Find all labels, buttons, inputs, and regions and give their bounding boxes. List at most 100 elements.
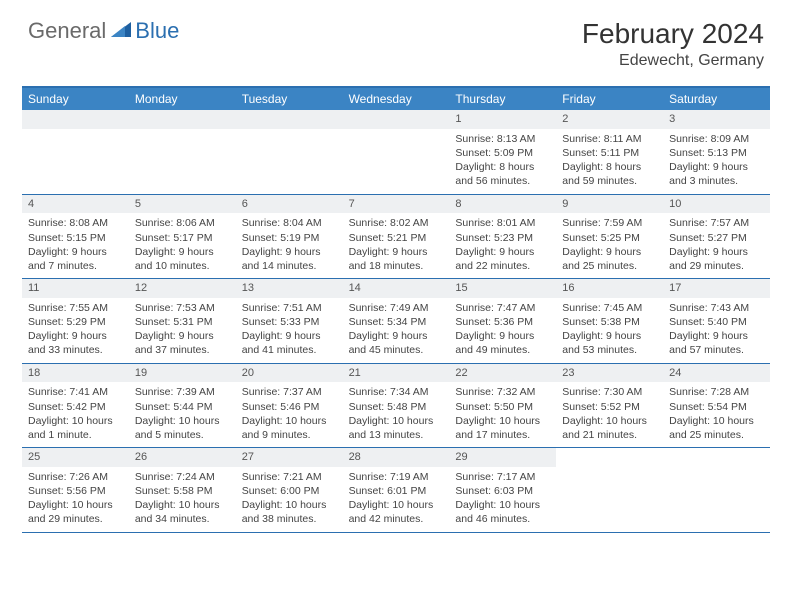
day-number: 26 [129, 448, 236, 467]
day-body: Sunrise: 7:49 AMSunset: 5:34 PMDaylight:… [343, 298, 450, 363]
day-cell: 9Sunrise: 7:59 AMSunset: 5:25 PMDaylight… [556, 195, 663, 279]
title-block: February 2024 Edewecht, Germany [582, 18, 764, 70]
sunrise-line: Sunrise: 7:28 AM [669, 385, 764, 399]
day-number: 20 [236, 364, 343, 383]
day-number: 9 [556, 195, 663, 214]
sunset-line: Sunset: 5:46 PM [242, 400, 337, 414]
sunset-line: Sunset: 5:34 PM [349, 315, 444, 329]
day-body: Sunrise: 7:32 AMSunset: 5:50 PMDaylight:… [449, 382, 556, 447]
daylight-line-2: and 49 minutes. [455, 343, 550, 357]
day-cell: 16Sunrise: 7:45 AMSunset: 5:38 PMDayligh… [556, 279, 663, 363]
day-body: Sunrise: 7:43 AMSunset: 5:40 PMDaylight:… [663, 298, 770, 363]
day-body: Sunrise: 7:28 AMSunset: 5:54 PMDaylight:… [663, 382, 770, 447]
daylight-line-2: and 5 minutes. [135, 428, 230, 442]
sunrise-line: Sunrise: 8:04 AM [242, 216, 337, 230]
dow-cell: Thursday [449, 88, 556, 110]
sunrise-line: Sunrise: 7:34 AM [349, 385, 444, 399]
sunset-line: Sunset: 6:00 PM [242, 484, 337, 498]
day-number: 8 [449, 195, 556, 214]
sunrise-line: Sunrise: 7:43 AM [669, 301, 764, 315]
sunset-line: Sunset: 5:40 PM [669, 315, 764, 329]
location: Edewecht, Germany [582, 52, 764, 70]
day-number: 6 [236, 195, 343, 214]
day-body: Sunrise: 7:21 AMSunset: 6:00 PMDaylight:… [236, 467, 343, 532]
dow-cell: Saturday [663, 88, 770, 110]
day-body: Sunrise: 7:41 AMSunset: 5:42 PMDaylight:… [22, 382, 129, 447]
day-cell: 1Sunrise: 8:13 AMSunset: 5:09 PMDaylight… [449, 110, 556, 194]
week-row: 4Sunrise: 8:08 AMSunset: 5:15 PMDaylight… [22, 195, 770, 280]
day-number: 16 [556, 279, 663, 298]
sunset-line: Sunset: 6:03 PM [455, 484, 550, 498]
day-cell: 12Sunrise: 7:53 AMSunset: 5:31 PMDayligh… [129, 279, 236, 363]
empty-day-bar [129, 110, 236, 129]
day-number: 23 [556, 364, 663, 383]
sunrise-line: Sunrise: 8:09 AM [669, 132, 764, 146]
sunrise-line: Sunrise: 7:53 AM [135, 301, 230, 315]
sunrise-line: Sunrise: 7:59 AM [562, 216, 657, 230]
sunrise-line: Sunrise: 8:01 AM [455, 216, 550, 230]
daylight-line-1: Daylight: 8 hours [562, 160, 657, 174]
day-number: 4 [22, 195, 129, 214]
week-row: 18Sunrise: 7:41 AMSunset: 5:42 PMDayligh… [22, 364, 770, 449]
sunset-line: Sunset: 5:17 PM [135, 231, 230, 245]
daylight-line-2: and 38 minutes. [242, 512, 337, 526]
daylight-line-1: Daylight: 9 hours [455, 329, 550, 343]
day-cell: 6Sunrise: 8:04 AMSunset: 5:19 PMDaylight… [236, 195, 343, 279]
day-number: 24 [663, 364, 770, 383]
daylight-line-2: and 59 minutes. [562, 174, 657, 188]
daylight-line-1: Daylight: 10 hours [135, 498, 230, 512]
empty-day-bar [236, 110, 343, 129]
dow-cell: Sunday [22, 88, 129, 110]
sunrise-line: Sunrise: 7:51 AM [242, 301, 337, 315]
day-number: 18 [22, 364, 129, 383]
day-cell [556, 448, 663, 532]
sunrise-line: Sunrise: 8:08 AM [28, 216, 123, 230]
day-cell: 2Sunrise: 8:11 AMSunset: 5:11 PMDaylight… [556, 110, 663, 194]
day-number: 12 [129, 279, 236, 298]
daylight-line-2: and 29 minutes. [28, 512, 123, 526]
sunrise-line: Sunrise: 7:39 AM [135, 385, 230, 399]
daylight-line-2: and 1 minute. [28, 428, 123, 442]
daylight-line-1: Daylight: 9 hours [242, 329, 337, 343]
day-body: Sunrise: 7:26 AMSunset: 5:56 PMDaylight:… [22, 467, 129, 532]
day-body: Sunrise: 8:01 AMSunset: 5:23 PMDaylight:… [449, 213, 556, 278]
sunset-line: Sunset: 5:44 PM [135, 400, 230, 414]
daylight-line-2: and 34 minutes. [135, 512, 230, 526]
daylight-line-2: and 42 minutes. [349, 512, 444, 526]
sunset-line: Sunset: 5:33 PM [242, 315, 337, 329]
header: General Blue February 2024 Edewecht, Ger… [0, 0, 792, 78]
daylight-line-1: Daylight: 10 hours [28, 498, 123, 512]
day-body: Sunrise: 7:39 AMSunset: 5:44 PMDaylight:… [129, 382, 236, 447]
day-number: 17 [663, 279, 770, 298]
day-cell: 29Sunrise: 7:17 AMSunset: 6:03 PMDayligh… [449, 448, 556, 532]
day-number: 7 [343, 195, 450, 214]
sunset-line: Sunset: 5:31 PM [135, 315, 230, 329]
calendar: SundayMondayTuesdayWednesdayThursdayFrid… [22, 86, 770, 533]
day-number: 11 [22, 279, 129, 298]
sunset-line: Sunset: 5:50 PM [455, 400, 550, 414]
sunrise-line: Sunrise: 7:17 AM [455, 470, 550, 484]
daylight-line-1: Daylight: 10 hours [562, 414, 657, 428]
day-body: Sunrise: 7:59 AMSunset: 5:25 PMDaylight:… [556, 213, 663, 278]
sunset-line: Sunset: 5:42 PM [28, 400, 123, 414]
day-body: Sunrise: 8:11 AMSunset: 5:11 PMDaylight:… [556, 129, 663, 194]
daylight-line-1: Daylight: 9 hours [562, 329, 657, 343]
daylight-line-1: Daylight: 9 hours [669, 160, 764, 174]
day-cell: 25Sunrise: 7:26 AMSunset: 5:56 PMDayligh… [22, 448, 129, 532]
sunset-line: Sunset: 5:23 PM [455, 231, 550, 245]
daylight-line-1: Daylight: 9 hours [669, 245, 764, 259]
daylight-line-2: and 29 minutes. [669, 259, 764, 273]
sunrise-line: Sunrise: 7:49 AM [349, 301, 444, 315]
day-number: 21 [343, 364, 450, 383]
day-body: Sunrise: 8:08 AMSunset: 5:15 PMDaylight:… [22, 213, 129, 278]
sunset-line: Sunset: 5:36 PM [455, 315, 550, 329]
sunrise-line: Sunrise: 7:26 AM [28, 470, 123, 484]
logo-text-gray: General [28, 18, 106, 44]
sunrise-line: Sunrise: 7:47 AM [455, 301, 550, 315]
sunset-line: Sunset: 5:27 PM [669, 231, 764, 245]
day-cell: 14Sunrise: 7:49 AMSunset: 5:34 PMDayligh… [343, 279, 450, 363]
day-number: 29 [449, 448, 556, 467]
daylight-line-1: Daylight: 9 hours [28, 329, 123, 343]
sunset-line: Sunset: 5:52 PM [562, 400, 657, 414]
dow-cell: Wednesday [343, 88, 450, 110]
